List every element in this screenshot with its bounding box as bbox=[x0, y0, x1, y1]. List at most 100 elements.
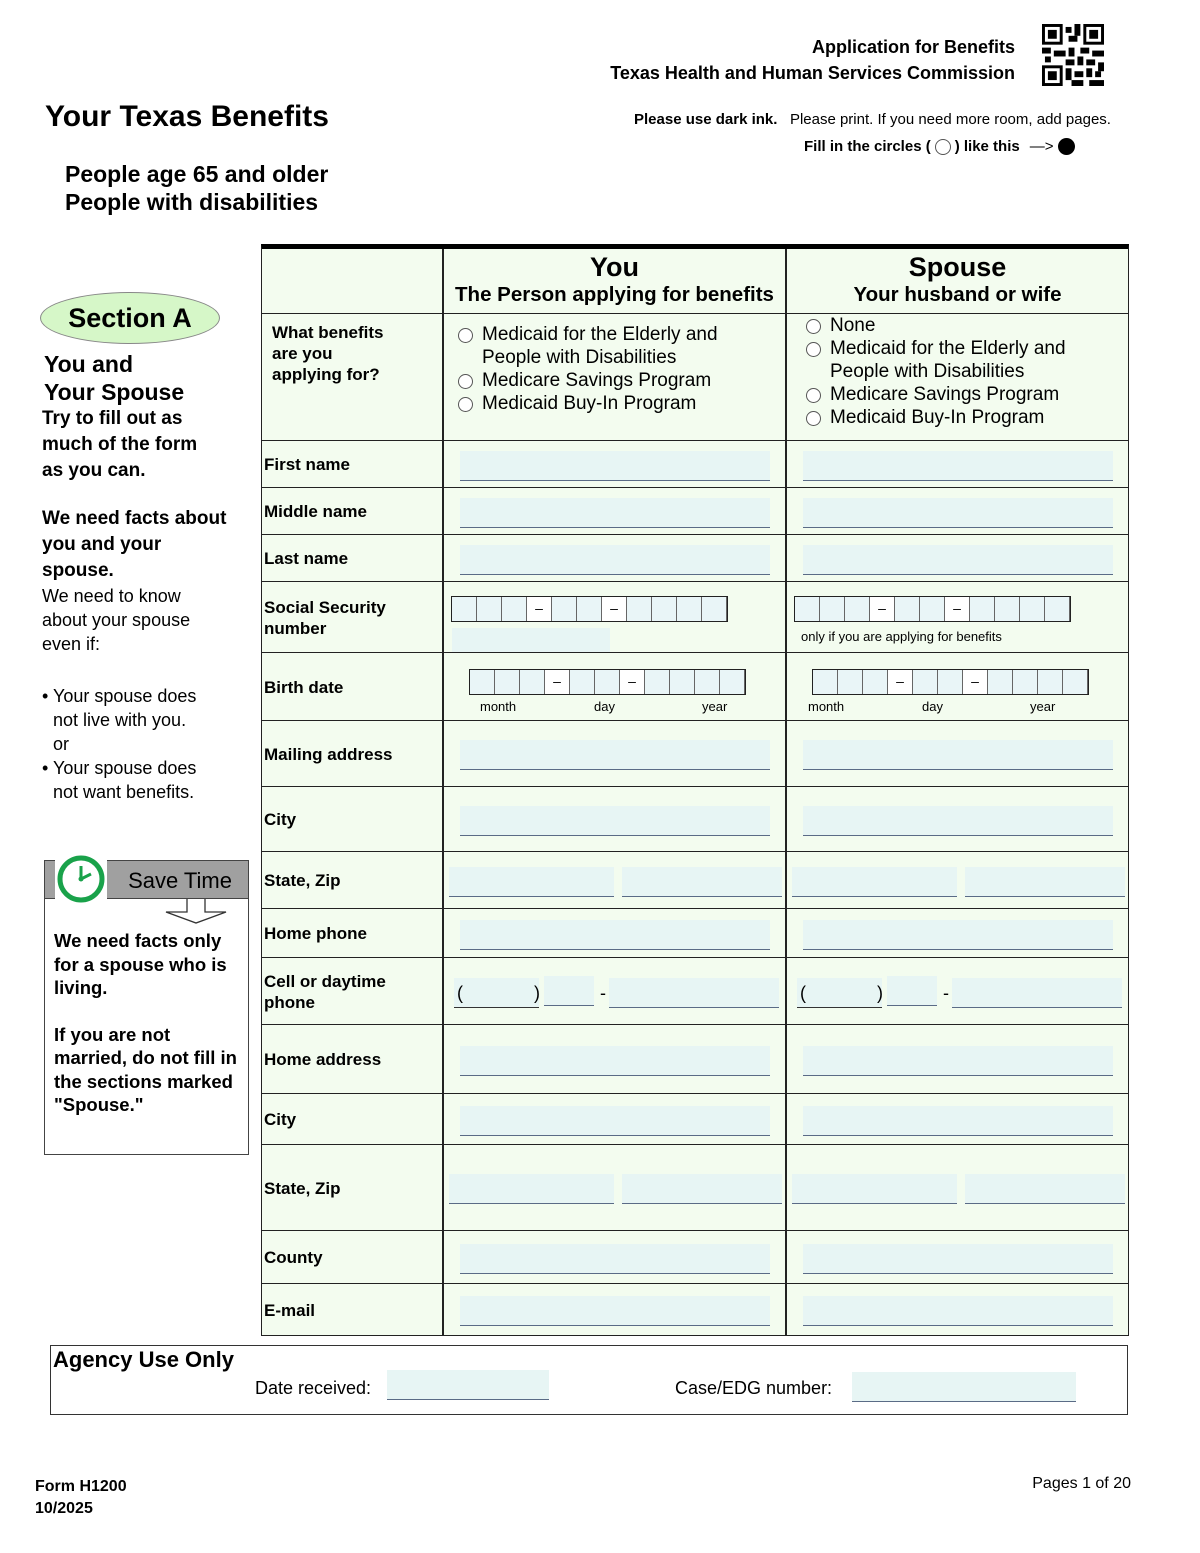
digit-box[interactable] bbox=[795, 597, 820, 621]
digit-box[interactable] bbox=[520, 670, 545, 694]
digit-box[interactable] bbox=[477, 597, 502, 621]
spouse-line-field[interactable] bbox=[952, 978, 1122, 1008]
spouse-field[interactable] bbox=[803, 545, 1113, 575]
digit-box[interactable] bbox=[820, 597, 845, 621]
digit-box[interactable] bbox=[670, 670, 695, 694]
digit-box[interactable] bbox=[552, 597, 577, 621]
spouse-field[interactable] bbox=[803, 740, 1113, 770]
you-digit-boxes[interactable]: – – bbox=[469, 669, 746, 695]
ssn-extra-field[interactable] bbox=[452, 628, 610, 652]
spouse-digit-boxes[interactable]: – – bbox=[812, 669, 1089, 695]
spouse-digit-boxes[interactable]: – – bbox=[794, 596, 1071, 622]
radio-circle-icon[interactable] bbox=[458, 397, 473, 412]
form-title: Application for Benefits bbox=[811, 37, 1015, 57]
you-field[interactable] bbox=[460, 920, 770, 950]
radio-circle-icon[interactable] bbox=[806, 319, 821, 334]
spouse-field[interactable] bbox=[803, 1244, 1113, 1274]
digit-box[interactable] bbox=[920, 597, 945, 621]
you-option[interactable]: Medicaid for the Elderly and People with… bbox=[458, 323, 768, 369]
spouse-field[interactable] bbox=[803, 451, 1113, 481]
spouse-zip-field[interactable] bbox=[965, 867, 1125, 897]
spouse-field[interactable] bbox=[803, 1296, 1113, 1326]
digit-box[interactable] bbox=[845, 597, 870, 621]
side-facts: We need facts about you and your spouse. bbox=[42, 508, 227, 581]
radio-circle-icon[interactable] bbox=[806, 388, 821, 403]
radio-circle-icon[interactable] bbox=[458, 374, 473, 389]
digit-box[interactable] bbox=[938, 670, 963, 694]
digit-box[interactable] bbox=[1038, 670, 1063, 694]
you-field[interactable] bbox=[460, 740, 770, 770]
you-field[interactable] bbox=[460, 1106, 770, 1136]
spouse-field[interactable] bbox=[803, 920, 1113, 950]
digit-box[interactable] bbox=[702, 597, 727, 621]
spouse-state-field[interactable] bbox=[792, 867, 957, 897]
digit-box[interactable] bbox=[495, 670, 520, 694]
digit-box[interactable] bbox=[452, 597, 477, 621]
digit-box[interactable] bbox=[1020, 597, 1045, 621]
digit-box[interactable] bbox=[988, 670, 1013, 694]
you-field[interactable] bbox=[460, 498, 770, 528]
page-count: Pages 1 of 20 bbox=[1032, 1475, 1131, 1492]
spouse-option[interactable]: Medicaid for the Elderly and People with… bbox=[806, 337, 1116, 383]
spouse-option[interactable]: Medicaid Buy-In Program bbox=[806, 406, 1116, 429]
digit-box[interactable] bbox=[645, 670, 670, 694]
radio-circle-icon[interactable] bbox=[458, 328, 473, 343]
digit-box[interactable] bbox=[838, 670, 863, 694]
digit-box[interactable] bbox=[1063, 670, 1088, 694]
you-field[interactable] bbox=[460, 545, 770, 575]
spouse-state-field[interactable] bbox=[792, 1174, 957, 1204]
spouse-field[interactable] bbox=[803, 1046, 1113, 1076]
digit-box[interactable] bbox=[813, 670, 838, 694]
digit-box[interactable] bbox=[1013, 670, 1038, 694]
digit-box[interactable] bbox=[652, 597, 677, 621]
spouse-option[interactable]: Medicare Savings Program bbox=[806, 383, 1116, 406]
digit-box[interactable] bbox=[502, 597, 527, 621]
circle-instructions: Fill in the circles () like this —> bbox=[804, 138, 1075, 155]
spouse-prefix-field[interactable] bbox=[887, 976, 937, 1006]
digit-box[interactable] bbox=[970, 597, 995, 621]
digit-box[interactable] bbox=[570, 670, 595, 694]
radio-circle-icon[interactable] bbox=[806, 342, 821, 357]
you-field[interactable] bbox=[460, 806, 770, 836]
you-zip-field[interactable] bbox=[622, 1174, 782, 1204]
you-field[interactable] bbox=[460, 1296, 770, 1326]
digit-box[interactable] bbox=[1045, 597, 1070, 621]
you-state-field[interactable] bbox=[449, 1174, 614, 1204]
spouse-area-code-field[interactable] bbox=[797, 978, 882, 1008]
date-received-field[interactable] bbox=[387, 1370, 549, 1400]
you-field[interactable] bbox=[460, 1046, 770, 1076]
digit-box[interactable] bbox=[577, 597, 602, 621]
spouse-field[interactable] bbox=[803, 806, 1113, 836]
digit-box[interactable] bbox=[695, 670, 720, 694]
spouse-option[interactable]: None bbox=[806, 314, 1116, 337]
digit-box[interactable] bbox=[995, 597, 1020, 621]
radio-circle-icon[interactable] bbox=[806, 411, 821, 426]
spouse-field[interactable] bbox=[803, 498, 1113, 528]
side-heading-2: Your Spouse bbox=[44, 379, 185, 405]
you-option[interactable]: Medicare Savings Program bbox=[458, 369, 768, 392]
you-state-field[interactable] bbox=[449, 867, 614, 897]
digit-box[interactable] bbox=[913, 670, 938, 694]
spouse-zip-field[interactable] bbox=[965, 1174, 1125, 1204]
digit-box[interactable] bbox=[720, 670, 745, 694]
spouse-column-header: Spouse Your husband or wife bbox=[787, 251, 1128, 307]
digit-box[interactable] bbox=[470, 670, 495, 694]
digit-box[interactable] bbox=[595, 670, 620, 694]
save-text-3: the sections marked "Spouse." bbox=[54, 1070, 233, 1116]
digit-box[interactable] bbox=[895, 597, 920, 621]
you-prefix-field[interactable] bbox=[544, 976, 594, 1006]
you-field[interactable] bbox=[460, 1244, 770, 1274]
case-number-field[interactable] bbox=[852, 1372, 1076, 1402]
you-option[interactable]: Medicaid Buy-In Program bbox=[458, 392, 768, 415]
you-digit-boxes[interactable]: – – bbox=[451, 596, 728, 622]
you-area-code-field[interactable] bbox=[454, 978, 539, 1008]
you-zip-field[interactable] bbox=[622, 867, 782, 897]
digit-box[interactable] bbox=[677, 597, 702, 621]
digit-box[interactable] bbox=[627, 597, 652, 621]
spouse-field[interactable] bbox=[803, 1106, 1113, 1136]
row-label: Home phone bbox=[264, 924, 367, 943]
you-line-field[interactable] bbox=[609, 978, 779, 1008]
you-field[interactable] bbox=[460, 451, 770, 481]
ssn-note: only if you are applying for benefits bbox=[801, 629, 1002, 644]
digit-box[interactable] bbox=[863, 670, 888, 694]
